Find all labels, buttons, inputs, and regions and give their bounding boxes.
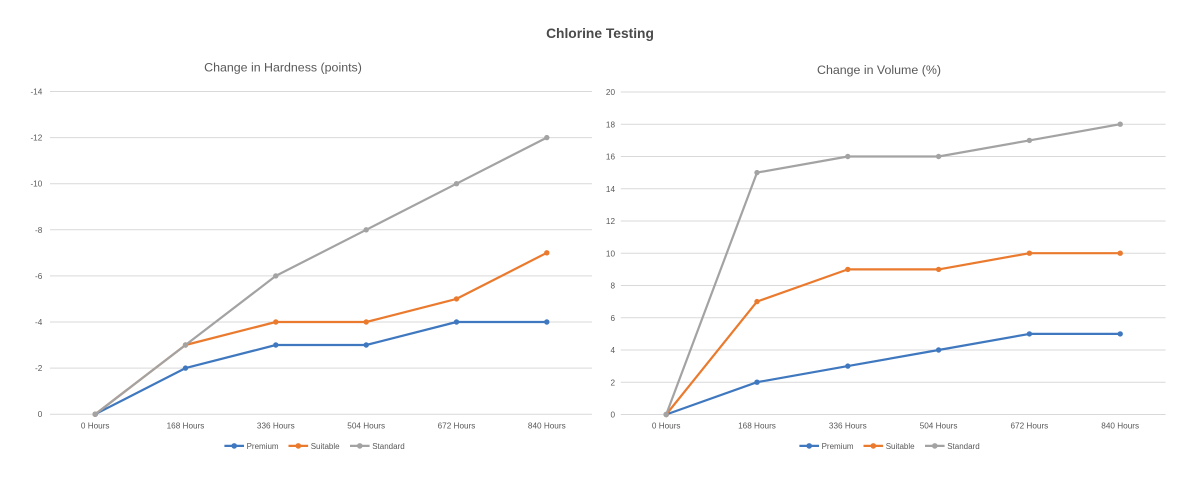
svg-text:14: 14 [606, 185, 616, 194]
svg-text:504 Hours: 504 Hours [920, 422, 958, 431]
svg-text:2: 2 [610, 378, 615, 387]
svg-text:0: 0 [38, 410, 43, 419]
svg-text:-10: -10 [30, 180, 42, 189]
svg-text:Change in Hardness (points): Change in Hardness (points) [204, 61, 362, 75]
svg-text:12: 12 [606, 217, 616, 226]
svg-text:-14: -14 [30, 88, 42, 97]
svg-text:18: 18 [606, 121, 616, 130]
svg-text:Suitable: Suitable [886, 442, 915, 451]
svg-text:840 Hours: 840 Hours [528, 422, 566, 431]
svg-text:672 Hours: 672 Hours [1011, 422, 1049, 431]
svg-text:Premium: Premium [822, 442, 854, 451]
svg-text:Standard: Standard [372, 442, 404, 451]
svg-text:168 Hours: 168 Hours [167, 422, 205, 431]
svg-text:336 Hours: 336 Hours [829, 422, 867, 431]
svg-text:168 Hours: 168 Hours [738, 422, 776, 431]
svg-text:16: 16 [606, 153, 616, 162]
svg-text:672 Hours: 672 Hours [438, 422, 476, 431]
svg-text:Standard: Standard [947, 442, 979, 451]
svg-text:0 Hours: 0 Hours [81, 422, 110, 431]
svg-text:Change in Volume (%): Change in Volume (%) [817, 63, 941, 77]
svg-text:0: 0 [610, 411, 615, 420]
svg-text:0 Hours: 0 Hours [652, 422, 681, 431]
svg-text:-2: -2 [35, 364, 43, 373]
svg-text:840 Hours: 840 Hours [1101, 422, 1139, 431]
svg-text:8: 8 [610, 282, 615, 291]
svg-text:504 Hours: 504 Hours [347, 422, 385, 431]
svg-text:Chlorine Testing: Chlorine Testing [546, 26, 654, 41]
svg-text:Premium: Premium [247, 442, 279, 451]
svg-text:-12: -12 [30, 134, 42, 143]
svg-text:6: 6 [610, 314, 615, 323]
svg-text:10: 10 [606, 249, 616, 258]
svg-text:-8: -8 [35, 226, 43, 235]
svg-text:20: 20 [606, 88, 616, 97]
svg-text:-4: -4 [35, 318, 43, 327]
svg-text:-6: -6 [35, 272, 43, 281]
svg-text:Suitable: Suitable [311, 442, 340, 451]
svg-text:336 Hours: 336 Hours [257, 422, 295, 431]
svg-text:4: 4 [610, 346, 615, 355]
